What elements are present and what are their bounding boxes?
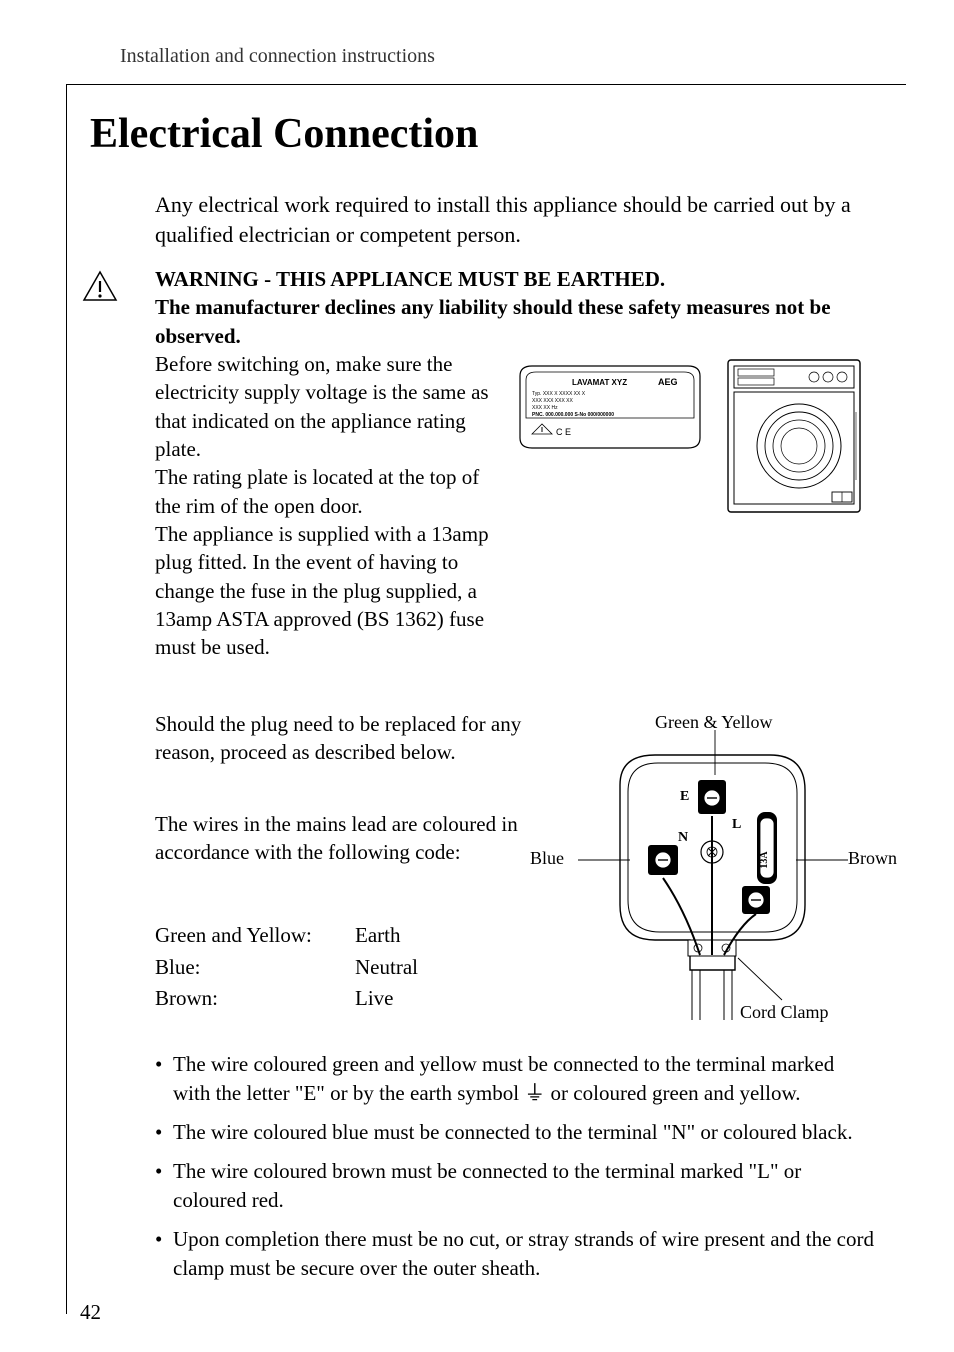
page-title: Electrical Connection — [90, 110, 478, 158]
plug-label-live: Brown — [848, 848, 897, 869]
table-row: Brown: Live — [155, 983, 418, 1015]
wire-color-label: Brown: — [155, 983, 355, 1015]
wire-color-table: Green and Yellow: Earth Blue: Neutral Br… — [155, 920, 418, 1015]
wire-color-label: Green and Yellow: — [155, 920, 355, 952]
list-item: • The wire coloured blue must be connect… — [155, 1118, 875, 1147]
intro-paragraph: Any electrical work required to install … — [155, 190, 875, 249]
svg-text:13A: 13A — [759, 851, 770, 869]
svg-text:C E: C E — [556, 427, 571, 437]
bullet-list: • The wire coloured green and yellow mus… — [155, 1050, 875, 1293]
bullet-text: Upon completion there must be no cut, or… — [173, 1225, 875, 1283]
svg-text:XXX XX Hz: XXX XX Hz — [532, 405, 558, 411]
body-block-1: Before switching on, make sure the elect… — [155, 350, 505, 520]
page-number: 42 — [80, 1300, 101, 1325]
list-item: • Upon completion there must be no cut, … — [155, 1225, 875, 1283]
table-row: Blue: Neutral — [155, 952, 418, 984]
body-block-2: The appliance is supplied with a 13amp p… — [155, 520, 515, 662]
svg-text:N: N — [678, 830, 688, 845]
svg-text:E: E — [680, 789, 689, 804]
svg-text:XXX XXX XXX XX: XXX XXX XXX XX — [532, 398, 574, 404]
svg-text:L: L — [732, 817, 741, 832]
warning-title: WARNING - THIS APPLIANCE MUST BE EARTHED… — [155, 265, 875, 293]
svg-text:PNC. 000.000.000 S-No 000/00: PNC. 000.000.000 S-No 000/000000 — [532, 412, 614, 418]
wire-function-label: Earth — [355, 920, 400, 952]
table-row: Green and Yellow: Earth — [155, 920, 418, 952]
washer-illustration — [724, 356, 864, 516]
running-header: Installation and connection instructions — [120, 45, 435, 68]
plug-label-earth: Green & Yellow — [655, 712, 773, 733]
bullet-text: The wire coloured brown must be connecte… — [173, 1157, 875, 1215]
warning-subtitle: The manufacturer declines any liability … — [155, 293, 875, 350]
bullet-icon: • — [155, 1050, 173, 1108]
body-text: The rating plate is located at the top o… — [155, 463, 505, 520]
plug-wiring-illustration: 13A E N L — [560, 700, 870, 1030]
plug-label-cord-clamp: Cord Clamp — [740, 1002, 829, 1023]
bullet-text: The wire coloured blue must be connected… — [173, 1118, 853, 1147]
list-item: • The wire coloured brown must be connec… — [155, 1157, 875, 1215]
warning-block: WARNING - THIS APPLIANCE MUST BE EARTHED… — [155, 265, 875, 350]
warning-icon — [82, 270, 118, 302]
list-item: • The wire coloured green and yellow mus… — [155, 1050, 875, 1108]
body-block-4: The wires in the mains lead are coloured… — [155, 810, 545, 867]
bullet-icon: • — [155, 1118, 173, 1147]
wire-function-label: Neutral — [355, 952, 418, 984]
wire-function-label: Live — [355, 983, 393, 1015]
body-block-3: Should the plug need to be replaced for … — [155, 710, 555, 767]
body-text: Before switching on, make sure the elect… — [155, 350, 505, 463]
svg-text:Typ. XXX X XXXX XX X: Typ. XXX X XXXX XX X — [532, 391, 586, 397]
bullet-text: The wire coloured green and yellow must … — [173, 1050, 875, 1108]
bullet-icon: • — [155, 1157, 173, 1215]
rating-plate-illustration: LAVAMAT XYZ AEG Typ. XXX X XXXX XX X XXX… — [510, 358, 710, 458]
wire-color-label: Blue: — [155, 952, 355, 984]
svg-text:AEG: AEG — [658, 377, 678, 387]
svg-text:LAVAMAT XYZ: LAVAMAT XYZ — [572, 378, 627, 387]
bullet-icon: • — [155, 1225, 173, 1283]
plug-label-neutral: Blue — [530, 848, 564, 869]
